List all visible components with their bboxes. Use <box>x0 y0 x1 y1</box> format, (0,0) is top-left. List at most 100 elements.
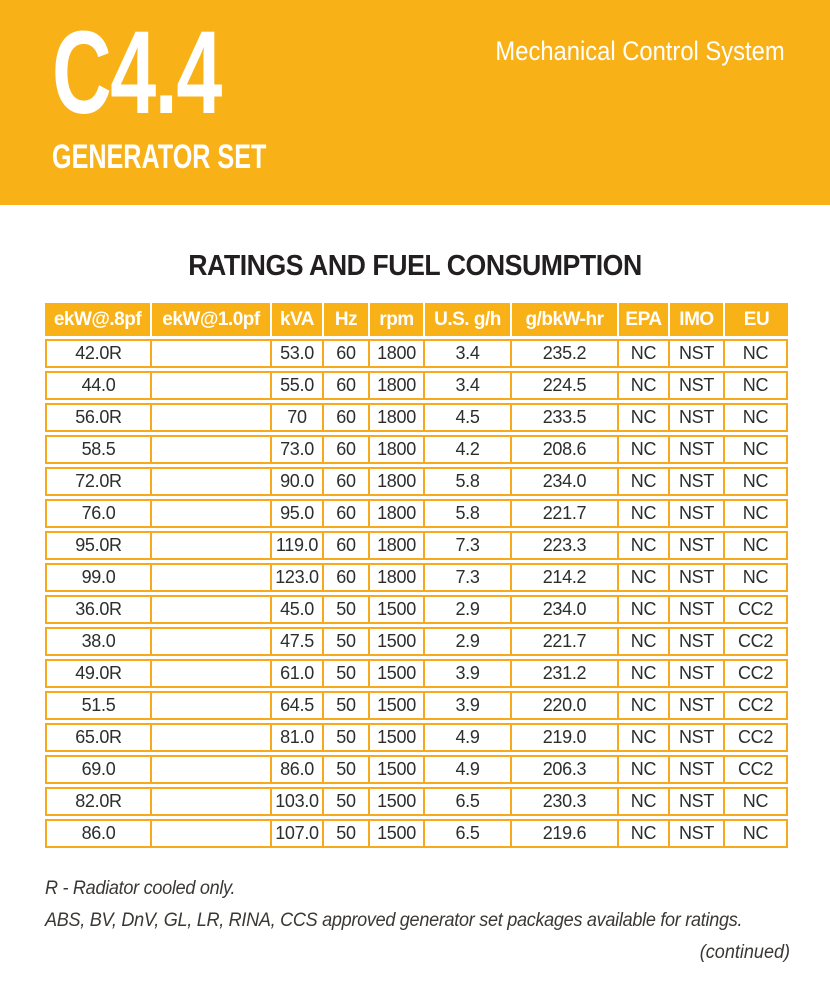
table-cell <box>150 723 270 752</box>
column-header: U.S. g/h <box>423 303 510 336</box>
table-cell: CC2 <box>723 595 788 624</box>
table-row: 65.0R 81.0 50 1500 4.9 219.0 NC NST CC2 <box>45 723 788 752</box>
product-line-label: GENERATOR SET <box>52 138 267 176</box>
ratings-table: ekW@.8pf ekW@1.0pf kVA Hz rpm U.S. g/h g/bkW-h… <box>45 300 788 851</box>
table-cell <box>150 691 270 720</box>
table-cell: 3.4 <box>423 371 510 400</box>
table-title: RATINGS AND FUEL CONSUMPTION <box>188 250 642 282</box>
table-cell: 60 <box>322 563 368 592</box>
table-cell: 6.5 <box>423 819 510 848</box>
column-header: ekW@.8pf <box>45 303 150 336</box>
table-cell: NC <box>723 339 788 368</box>
continued-label: (continued) <box>699 942 790 963</box>
table-cell: 1500 <box>368 819 423 848</box>
table-row: 86.0 107.0 50 1500 6.5 219.6 NC NST NC <box>45 819 788 848</box>
table-cell: 50 <box>322 755 368 784</box>
table-cell: NST <box>668 787 723 816</box>
table-cell: 56.0R <box>45 403 150 432</box>
model-name: C4.4 <box>52 7 222 139</box>
table-cell: 7.3 <box>423 531 510 560</box>
column-header: ekW@1.0pf <box>150 303 270 336</box>
table-cell: 50 <box>322 819 368 848</box>
column-header: Hz <box>322 303 368 336</box>
table-cell: 220.0 <box>510 691 617 720</box>
table-cell: 230.3 <box>510 787 617 816</box>
table-cell: 70 <box>270 403 322 432</box>
table-cell: NC <box>617 691 668 720</box>
table-cell: 1800 <box>368 403 423 432</box>
table-cell: 61.0 <box>270 659 322 688</box>
ratings-table-body: 42.0R 53.0 60 1800 3.4 235.2 NC NST NC 44.0 55.0 60… <box>45 339 788 848</box>
table-cell: 49.0R <box>45 659 150 688</box>
table-cell: NST <box>668 627 723 656</box>
table-row: 99.0 123.0 60 1800 7.3 214.2 NC NST NC <box>45 563 788 592</box>
table-cell <box>150 819 270 848</box>
table-cell: NC <box>617 787 668 816</box>
table-cell: NST <box>668 563 723 592</box>
table-cell <box>150 371 270 400</box>
table-cell: 119.0 <box>270 531 322 560</box>
table-cell <box>150 659 270 688</box>
table-cell: 234.0 <box>510 467 617 496</box>
table-cell: NC <box>617 819 668 848</box>
table-row: 95.0R 119.0 60 1800 7.3 223.3 NC NST NC <box>45 531 788 560</box>
control-system-tagline: Mechanical Control System <box>495 36 785 66</box>
table-cell: 1500 <box>368 627 423 656</box>
table-cell: NST <box>668 723 723 752</box>
table-cell: NC <box>723 787 788 816</box>
table-row: 56.0R 70 60 1800 4.5 233.5 NC NST NC <box>45 403 788 432</box>
table-cell: NST <box>668 467 723 496</box>
table-cell: 1800 <box>368 435 423 464</box>
table-cell <box>150 595 270 624</box>
table-cell: NC <box>723 435 788 464</box>
table-cell: 3.4 <box>423 339 510 368</box>
table-cell: 2.9 <box>423 595 510 624</box>
table-row: 72.0R 90.0 60 1800 5.8 234.0 NC NST NC <box>45 467 788 496</box>
table-cell: 1800 <box>368 531 423 560</box>
table-cell: 64.5 <box>270 691 322 720</box>
table-cell: CC2 <box>723 627 788 656</box>
table-cell: NST <box>668 659 723 688</box>
table-cell: 219.0 <box>510 723 617 752</box>
column-header: EU <box>723 303 788 336</box>
table-cell: 107.0 <box>270 819 322 848</box>
table-cell: CC2 <box>723 755 788 784</box>
table-cell: 5.8 <box>423 499 510 528</box>
column-header: rpm <box>368 303 423 336</box>
table-cell: NC <box>617 371 668 400</box>
table-cell: 82.0R <box>45 787 150 816</box>
table-cell: 1800 <box>368 339 423 368</box>
table-cell: 86.0 <box>270 755 322 784</box>
table-cell: 69.0 <box>45 755 150 784</box>
table-cell: NST <box>668 691 723 720</box>
table-cell: 36.0R <box>45 595 150 624</box>
table-cell: 99.0 <box>45 563 150 592</box>
table-cell: NC <box>617 563 668 592</box>
table-cell <box>150 755 270 784</box>
table-cell: 3.9 <box>423 691 510 720</box>
table-cell: 221.7 <box>510 627 617 656</box>
table-cell: NC <box>723 563 788 592</box>
table-cell: 65.0R <box>45 723 150 752</box>
table-row: 49.0R 61.0 50 1500 3.9 231.2 NC NST CC2 <box>45 659 788 688</box>
table-cell <box>150 531 270 560</box>
table-cell: 5.8 <box>423 467 510 496</box>
table-cell: 42.0R <box>45 339 150 368</box>
table-cell <box>150 787 270 816</box>
table-cell <box>150 435 270 464</box>
table-cell: 44.0 <box>45 371 150 400</box>
table-cell: NC <box>617 435 668 464</box>
table-row: 51.5 64.5 50 1500 3.9 220.0 NC NST CC2 <box>45 691 788 720</box>
table-cell: NC <box>723 467 788 496</box>
table-cell: 55.0 <box>270 371 322 400</box>
table-cell <box>150 627 270 656</box>
table-cell: NC <box>617 723 668 752</box>
table-cell: 58.5 <box>45 435 150 464</box>
table-cell: 1800 <box>368 371 423 400</box>
table-cell: 53.0 <box>270 339 322 368</box>
table-cell: 50 <box>322 691 368 720</box>
table-cell: 60 <box>322 339 368 368</box>
table-row: 38.0 47.5 50 1500 2.9 221.7 NC NST CC2 <box>45 627 788 656</box>
table-cell: 4.9 <box>423 723 510 752</box>
table-cell: 81.0 <box>270 723 322 752</box>
